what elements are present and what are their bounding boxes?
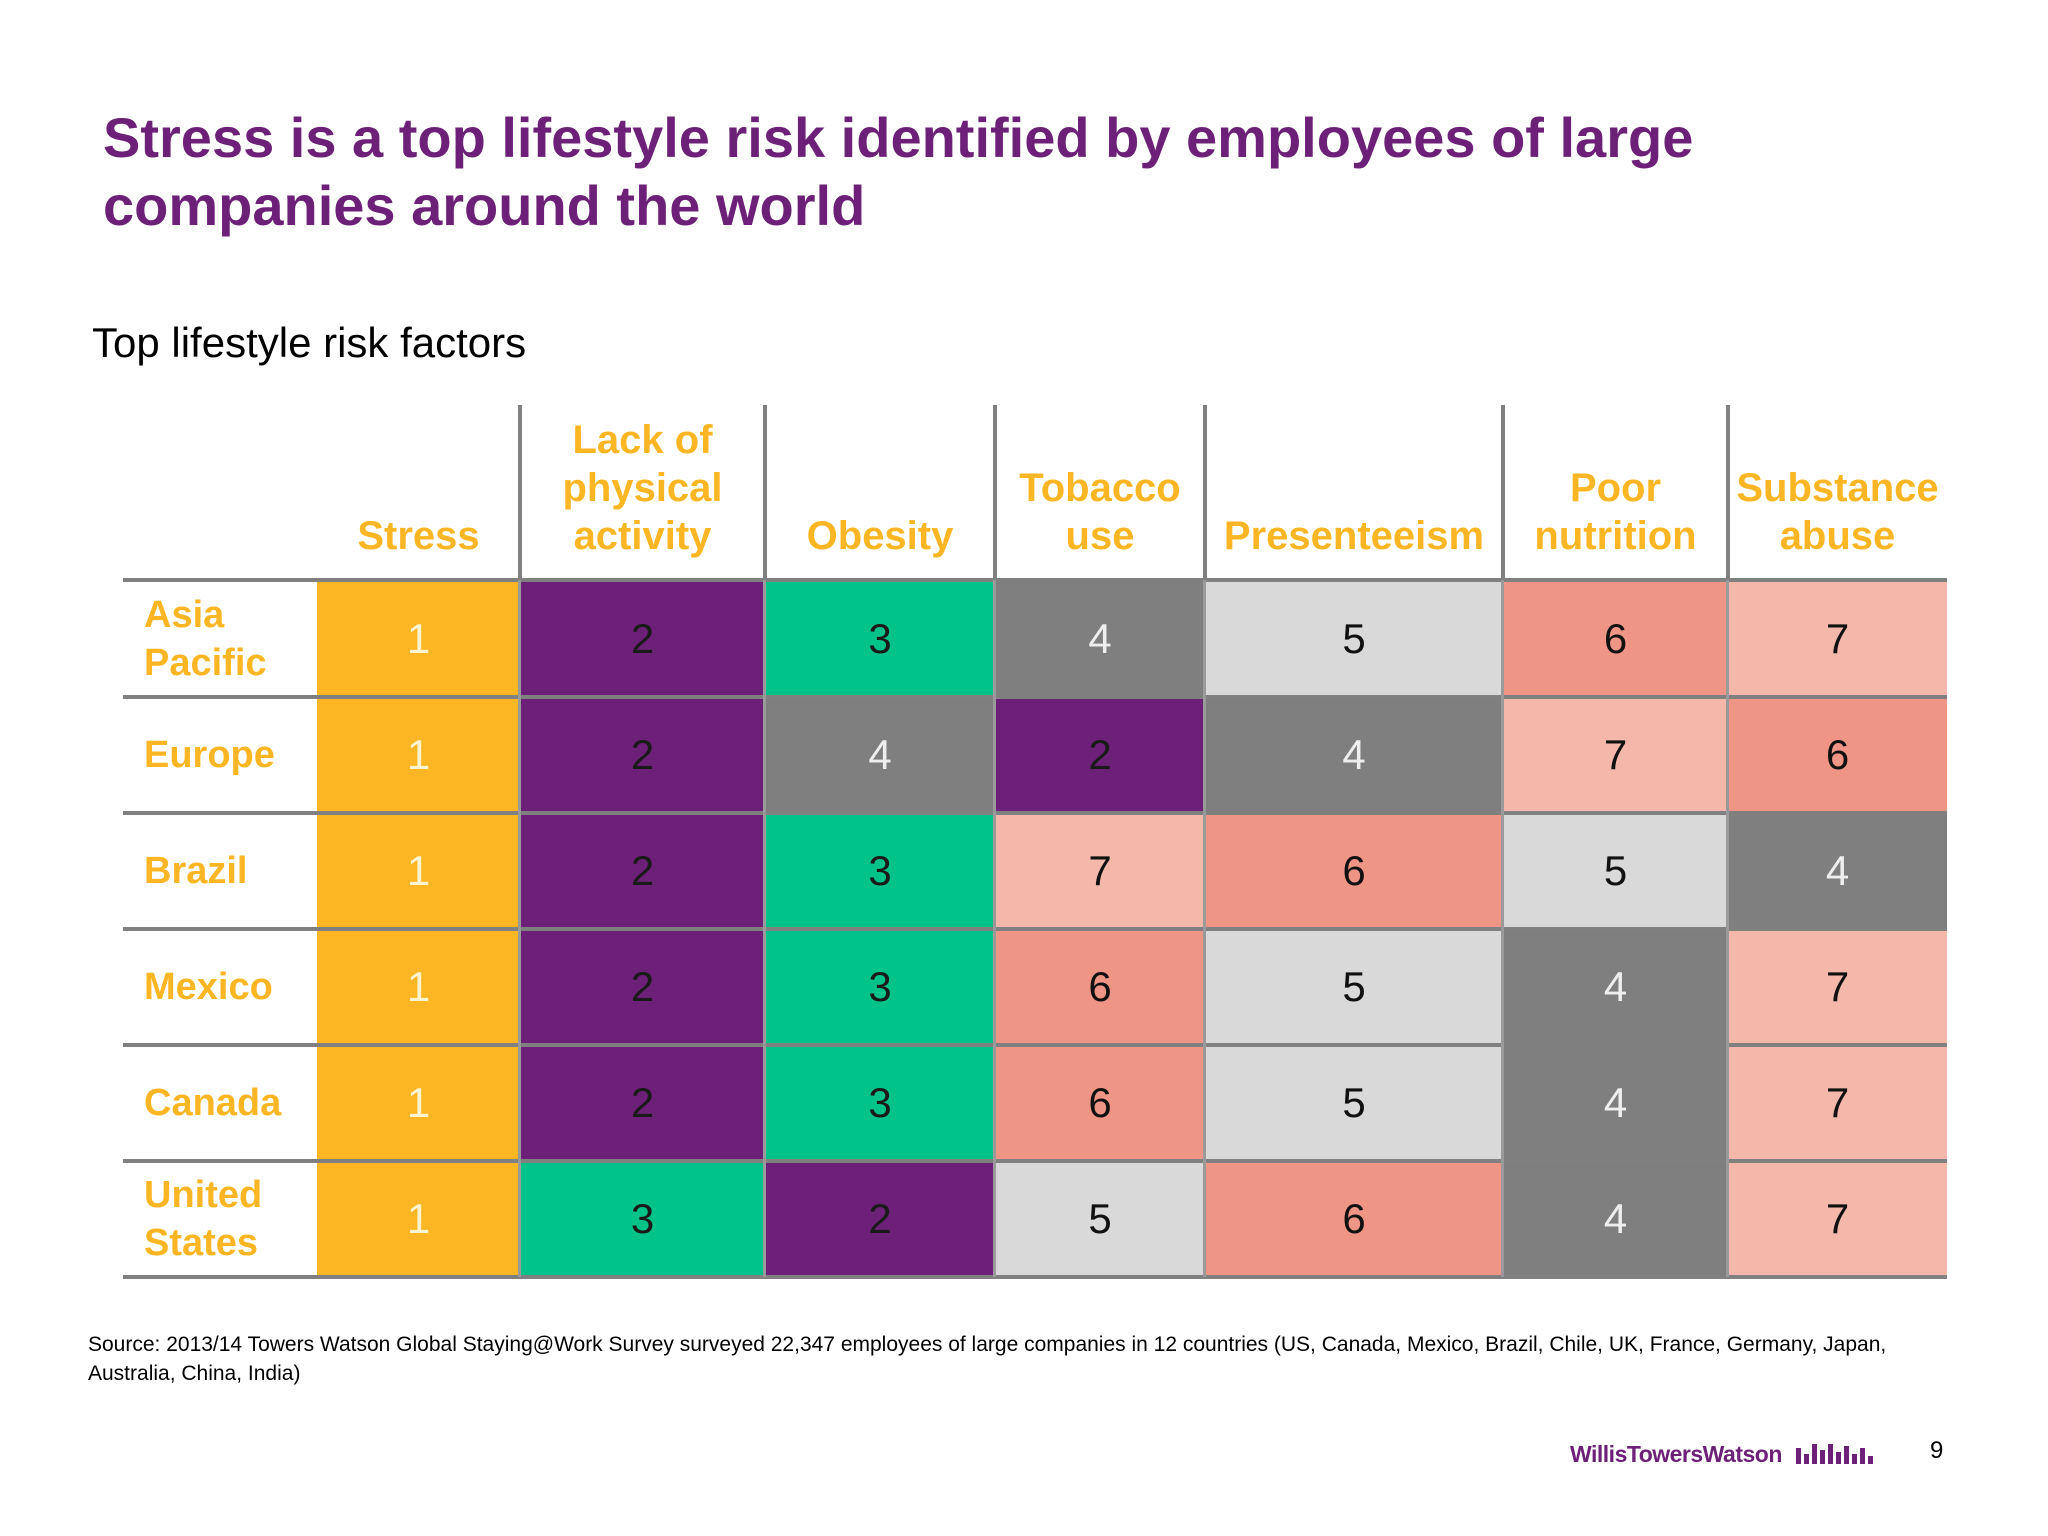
brand-logo-icon xyxy=(1795,1444,1876,1464)
rank-cell-united-states-lack-of-physical-activity: 3 xyxy=(520,1161,765,1277)
chart-subtitle: Top lifestyle risk factors xyxy=(92,319,527,366)
rank-cell-asia-pacific-poor-nutrition: 6 xyxy=(1503,580,1728,697)
page-number: 9 xyxy=(1930,1437,1944,1464)
column-separator xyxy=(518,580,521,1277)
rank-cell-asia-pacific-lack-of-physical-activity: 2 xyxy=(520,580,765,697)
rank-cell-europe-stress: 1 xyxy=(317,697,520,813)
row-separator xyxy=(123,811,1947,815)
rank-cell-united-states-stress: 1 xyxy=(317,1161,520,1277)
row-label-mexico: Mexico xyxy=(144,966,273,1008)
rank-cell-europe-lack-of-physical-activity: 2 xyxy=(520,697,765,813)
rank-cell-mexico-lack-of-physical-activity: 2 xyxy=(520,929,765,1045)
row-label-canada: Canada xyxy=(144,1082,282,1124)
rank-cell-united-states-obesity: 2 xyxy=(765,1161,995,1277)
column-separator xyxy=(518,405,522,580)
rank-cell-canada-presenteeism: 5 xyxy=(1205,1045,1503,1161)
rank-cell-canada-tobacco-use: 6 xyxy=(995,1045,1205,1161)
rank-cell-canada-substance-abuse: 7 xyxy=(1728,1045,1947,1161)
rank-cell-mexico-stress: 1 xyxy=(317,929,520,1045)
column-header-stress: Stress xyxy=(357,514,480,558)
row-separator xyxy=(123,1043,1947,1047)
rank-cell-mexico-poor-nutrition: 4 xyxy=(1503,929,1728,1045)
row-label-europe: Europe xyxy=(144,734,275,776)
rank-cell-brazil-tobacco-use: 7 xyxy=(995,813,1205,929)
column-separator xyxy=(763,405,767,580)
rank-cell-asia-pacific-presenteeism: 5 xyxy=(1205,580,1503,697)
column-separator xyxy=(1501,580,1504,1277)
column-separator xyxy=(1203,405,1207,580)
rank-cell-brazil-lack-of-physical-activity: 2 xyxy=(520,813,765,929)
source-note: Source: 2013/14 Towers Watson Global Sta… xyxy=(88,1333,1887,1385)
rank-cell-asia-pacific-substance-abuse: 7 xyxy=(1728,580,1947,697)
rank-cell-mexico-tobacco-use: 6 xyxy=(995,929,1205,1045)
rank-cell-mexico-presenteeism: 5 xyxy=(1205,929,1503,1045)
row-separator xyxy=(123,927,1947,931)
row-label-united-states: United States xyxy=(144,1174,263,1264)
column-separator xyxy=(1726,405,1730,580)
row-separator xyxy=(123,1159,1947,1163)
column-separator xyxy=(1203,580,1206,1277)
column-separator xyxy=(1726,580,1729,1277)
rank-cell-canada-lack-of-physical-activity: 2 xyxy=(520,1045,765,1161)
rank-cell-brazil-presenteeism: 6 xyxy=(1205,813,1503,929)
slide-title: Stress is a top lifestyle risk identifie… xyxy=(103,106,1694,237)
column-separator xyxy=(763,580,766,1277)
rank-cell-united-states-substance-abuse: 7 xyxy=(1728,1161,1947,1277)
brand-name: WillisTowersWatson xyxy=(1570,1440,1782,1467)
column-header-poor-nutrition: Poor nutrition xyxy=(1534,466,1697,558)
column-header-obesity: Obesity xyxy=(806,514,954,558)
rank-cell-brazil-poor-nutrition: 5 xyxy=(1503,813,1728,929)
row-label-brazil: Brazil xyxy=(144,850,248,892)
brand-footer: WillisTowersWatson xyxy=(1570,1437,1876,1471)
column-header-tobacco-use: Tobacco use xyxy=(1019,466,1181,558)
rank-cell-europe-obesity: 4 xyxy=(765,697,995,813)
column-header-lack-of-physical-activity: Lack of physical activity xyxy=(562,418,723,558)
rank-cell-united-states-poor-nutrition: 4 xyxy=(1503,1161,1728,1277)
column-separator xyxy=(1501,405,1505,580)
rank-cell-europe-substance-abuse: 6 xyxy=(1728,697,1947,813)
rank-cell-europe-tobacco-use: 2 xyxy=(995,697,1205,813)
rank-cell-asia-pacific-stress: 1 xyxy=(317,580,520,697)
rank-cell-mexico-obesity: 3 xyxy=(765,929,995,1045)
rank-cell-europe-poor-nutrition: 7 xyxy=(1503,697,1728,813)
row-separator xyxy=(123,578,1947,582)
rank-cell-brazil-stress: 1 xyxy=(317,813,520,929)
row-separator xyxy=(123,695,1947,699)
rank-cell-mexico-substance-abuse: 7 xyxy=(1728,929,1947,1045)
rank-cell-brazil-obesity: 3 xyxy=(765,813,995,929)
column-separator xyxy=(993,580,996,1277)
rank-cell-united-states-tobacco-use: 5 xyxy=(995,1161,1205,1277)
rank-cell-brazil-substance-abuse: 4 xyxy=(1728,813,1947,929)
row-label-asia-pacific: Asia Pacific xyxy=(144,593,267,684)
rank-cell-canada-stress: 1 xyxy=(317,1045,520,1161)
column-header-presenteeism: Presenteeism xyxy=(1223,514,1485,558)
rank-cell-canada-poor-nutrition: 4 xyxy=(1503,1045,1728,1161)
column-separator xyxy=(993,405,997,580)
rank-cell-asia-pacific-tobacco-use: 4 xyxy=(995,580,1205,697)
rank-cell-europe-presenteeism: 4 xyxy=(1205,697,1503,813)
row-separator xyxy=(123,1275,1947,1279)
rank-cell-canada-obesity: 3 xyxy=(765,1045,995,1161)
rank-cell-united-states-presenteeism: 6 xyxy=(1205,1161,1503,1277)
rank-cell-asia-pacific-obesity: 3 xyxy=(765,580,995,697)
column-header-substance-abuse: Substance abuse xyxy=(1736,466,1939,558)
